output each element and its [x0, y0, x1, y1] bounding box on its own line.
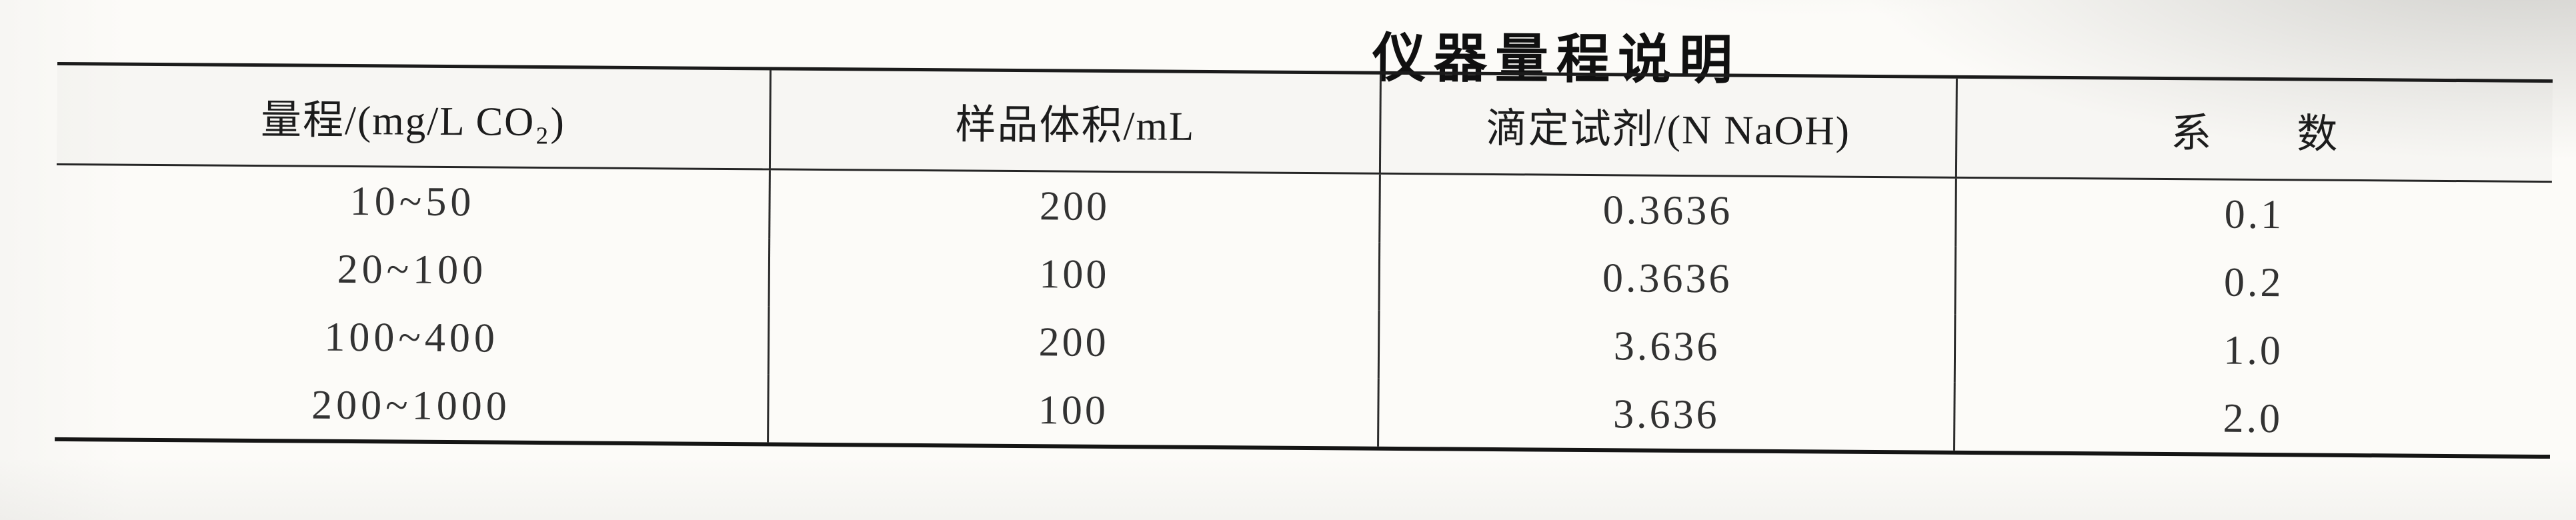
cell-sample-volume: 100 [770, 238, 1381, 311]
cell-sample-volume: 200 [769, 306, 1380, 379]
cell-range: 100~400 [55, 301, 770, 375]
cell-range: 200~1000 [55, 369, 770, 443]
cell-range: 10~50 [56, 165, 771, 239]
cell-titrant: 3.636 [1379, 378, 1956, 451]
cell-coefficient: 1.0 [2223, 327, 2284, 373]
cell-titrant: 3.636 [1379, 310, 1957, 383]
cell-coefficient: 0.2 [2223, 259, 2284, 305]
cell-coefficient: 2.0 [2223, 395, 2283, 441]
cell-titrant: 0.3636 [1380, 174, 1957, 247]
cell-range: 20~100 [55, 233, 771, 307]
cell-titrant: 0.3636 [1380, 242, 1957, 315]
cell-coefficient: 0.1 [2224, 191, 2285, 237]
instrument-range-table: 量程/(mg/L CO₂) 样品体积/mL 滴定试剂/(N NaOH) 系 数 … [55, 61, 2553, 459]
column-header-coefficient: 系 数 [1957, 78, 2553, 183]
column-header-range: 量程/(mg/L CO₂) [56, 65, 772, 171]
column-header-sample-volume: 样品体积/mL [770, 70, 1382, 175]
cell-sample-volume: 100 [769, 374, 1380, 447]
column-header-titrant: 滴定试剂/(N NaOH) [1380, 74, 1958, 179]
cell-sample-volume: 200 [770, 170, 1381, 243]
